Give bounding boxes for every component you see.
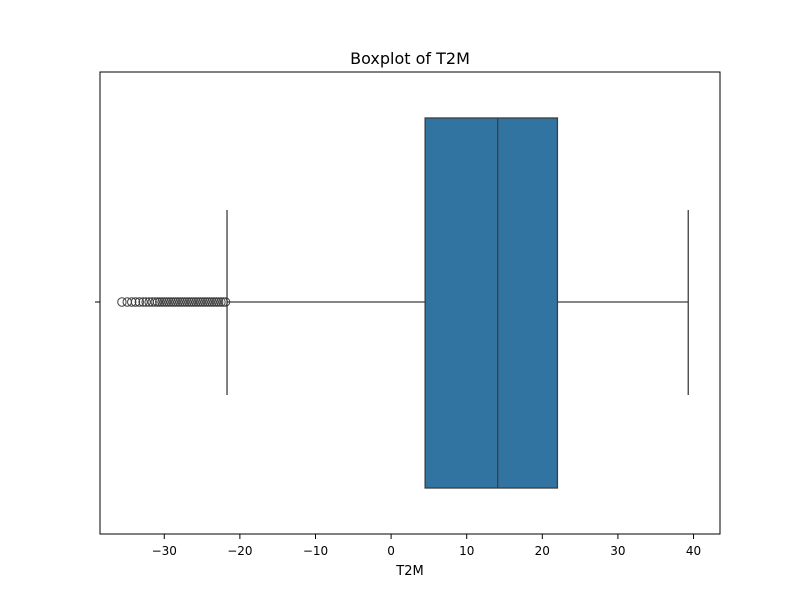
- outlier-point: [170, 297, 181, 307]
- outlier-point: [127, 297, 137, 307]
- outlier-point: [182, 297, 192, 307]
- outlier-point: [166, 297, 176, 307]
- x-tick-label: −20: [227, 544, 252, 558]
- outlier-point: [191, 297, 201, 307]
- outlier-point: [193, 297, 203, 307]
- outlier-point: [177, 297, 188, 307]
- x-axis: −30 −20 −10 0 10 20 30 40: [152, 534, 701, 558]
- outlier-point: [161, 297, 172, 307]
- outlier-point: [184, 297, 194, 307]
- outlier-point: [195, 297, 206, 307]
- outlier-point: [155, 297, 165, 307]
- outlier-point: [189, 297, 199, 307]
- outlier-point: [173, 297, 183, 307]
- outlier-point: [175, 297, 185, 307]
- iqr-box: [424, 117, 559, 489]
- outlier-point: [159, 297, 169, 307]
- x-tick-label: 40: [686, 544, 701, 558]
- outlier-point: [220, 297, 231, 307]
- outlier-point: [164, 297, 174, 307]
- outlier-point: [141, 297, 151, 307]
- outlier-point: [211, 297, 222, 307]
- outlier-point: [218, 297, 228, 307]
- outlier-point: [138, 297, 148, 307]
- outlier-point: [168, 297, 179, 307]
- x-tick-label: 30: [610, 544, 625, 558]
- outlier-point: [216, 297, 226, 307]
- outlier-point: [209, 297, 219, 307]
- outlier-point: [198, 297, 208, 307]
- outlier-point: [134, 297, 145, 307]
- chart-title: Boxplot of T2M: [350, 49, 470, 68]
- x-tick-label: −30: [152, 544, 177, 558]
- outlier-point: [202, 297, 213, 307]
- outlier-point: [179, 297, 190, 307]
- x-tick-label: 0: [387, 544, 395, 558]
- outlier-point: [204, 297, 215, 307]
- x-tick-label: 20: [535, 544, 550, 558]
- outlier-point: [200, 297, 210, 307]
- plot-frame: [99, 71, 721, 535]
- x-tick-label: −10: [303, 544, 328, 558]
- box-group: [226, 117, 689, 489]
- x-tick-label: 10: [459, 544, 474, 558]
- outlier-point: [157, 297, 167, 307]
- x-axis-label: T2M: [395, 564, 423, 579]
- outlier-point: [214, 297, 224, 307]
- outlier-point: [152, 297, 163, 307]
- outlier-point: [117, 297, 127, 307]
- outlier-point: [147, 297, 157, 307]
- outlier-point: [186, 297, 197, 307]
- outlier-point: [207, 297, 217, 307]
- outlier-group: [117, 297, 231, 307]
- outlier-point: [130, 297, 141, 307]
- outlier-point: [150, 297, 160, 307]
